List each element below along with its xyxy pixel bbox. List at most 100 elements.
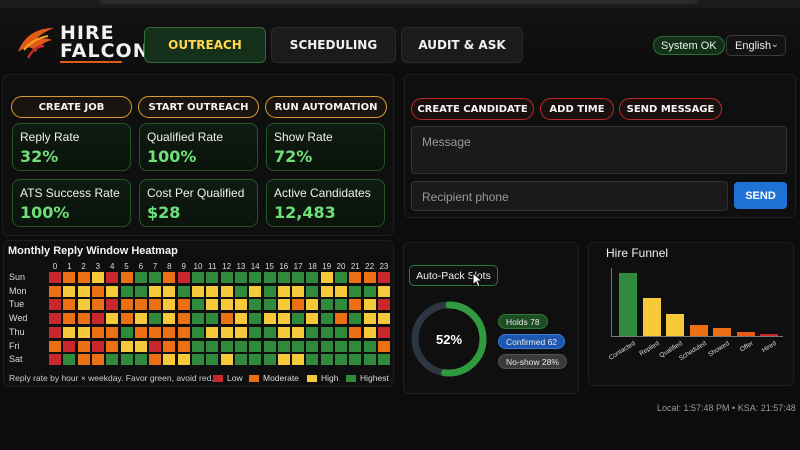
heatmap-cell[interactable] (292, 272, 305, 283)
heatmap-cell[interactable] (306, 299, 319, 311)
heatmap-cell[interactable] (363, 272, 376, 283)
heatmap-cell[interactable] (120, 354, 133, 366)
heatmap-cell[interactable] (77, 299, 90, 311)
heatmap-cell[interactable] (363, 313, 376, 325)
heatmap-cell[interactable] (377, 285, 390, 297)
heatmap-cell[interactable] (149, 313, 162, 325)
heatmap-cell[interactable] (134, 285, 147, 297)
heatmap-cell[interactable] (63, 272, 76, 283)
heatmap-cell[interactable] (320, 299, 333, 311)
heatmap-cell[interactable] (263, 326, 276, 338)
tab-scheduling[interactable]: SCHEDULING (271, 27, 396, 63)
heatmap-cell[interactable] (292, 313, 305, 325)
heatmap-cell[interactable] (263, 340, 276, 352)
heatmap-cell[interactable] (149, 299, 162, 311)
heatmap-cell[interactable] (177, 326, 190, 338)
tab-audit-ask[interactable]: AUDIT & ASK (401, 27, 523, 63)
heatmap-cell[interactable] (134, 299, 147, 311)
heatmap-cell[interactable] (192, 354, 204, 366)
heatmap-cell[interactable] (306, 354, 319, 366)
heatmap-cell[interactable] (49, 299, 61, 311)
heatmap-cell[interactable] (292, 299, 305, 311)
heatmap-cell[interactable] (234, 326, 247, 338)
heatmap-cell[interactable] (335, 354, 347, 366)
heatmap-cell[interactable] (277, 313, 290, 325)
heatmap-cell[interactable] (163, 326, 176, 338)
heatmap-cell[interactable] (220, 299, 233, 311)
heatmap-cell[interactable] (77, 272, 90, 283)
heatmap-cell[interactable] (63, 340, 76, 352)
heatmap-cell[interactable] (77, 326, 90, 338)
heatmap-cell[interactable] (134, 340, 147, 352)
heatmap-cell[interactable] (206, 272, 219, 283)
language-select[interactable]: English ⌄ (726, 35, 786, 56)
heatmap-cell[interactable] (106, 313, 119, 325)
heatmap-cell[interactable] (177, 354, 190, 366)
heatmap-cell[interactable] (277, 285, 290, 297)
heatmap-cell[interactable] (91, 272, 104, 283)
heatmap-cell[interactable] (91, 285, 104, 297)
heatmap-cell[interactable] (149, 354, 162, 366)
heatmap-cell[interactable] (263, 299, 276, 311)
heatmap-cell[interactable] (91, 326, 104, 338)
heatmap-cell[interactable] (177, 299, 190, 311)
heatmap-cell[interactable] (91, 299, 104, 311)
heatmap-cell[interactable] (77, 340, 90, 352)
heatmap-cell[interactable] (220, 285, 233, 297)
heatmap-cell[interactable] (277, 340, 290, 352)
heatmap-cell[interactable] (177, 340, 190, 352)
heatmap-cell[interactable] (149, 272, 162, 283)
heatmap-cell[interactable] (192, 272, 204, 283)
heatmap-cell[interactable] (335, 313, 347, 325)
heatmap-cell[interactable] (234, 340, 247, 352)
heatmap-cell[interactable] (377, 299, 390, 311)
heatmap-cell[interactable] (106, 285, 119, 297)
heatmap-cell[interactable] (63, 285, 76, 297)
heatmap-cell[interactable] (363, 326, 376, 338)
heatmap-cell[interactable] (320, 272, 333, 283)
heatmap-cell[interactable] (263, 285, 276, 297)
heatmap-cell[interactable] (192, 326, 204, 338)
heatmap-cell[interactable] (249, 313, 262, 325)
brand-logo[interactable]: HIRE FALCON (14, 22, 149, 68)
heatmap-cell[interactable] (91, 354, 104, 366)
heatmap-cell[interactable] (134, 354, 147, 366)
heatmap-cell[interactable] (91, 340, 104, 352)
heatmap-cell[interactable] (234, 285, 247, 297)
heatmap-cell[interactable] (192, 313, 204, 325)
heatmap-cell[interactable] (206, 285, 219, 297)
heatmap-cell[interactable] (49, 354, 61, 366)
heatmap-cell[interactable] (349, 299, 362, 311)
heatmap-cell[interactable] (306, 285, 319, 297)
heatmap-cell[interactable] (320, 340, 333, 352)
heatmap-cell[interactable] (63, 299, 76, 311)
heatmap-cell[interactable] (377, 313, 390, 325)
heatmap-cell[interactable] (363, 299, 376, 311)
address-bar[interactable] (98, 0, 698, 4)
heatmap-cell[interactable] (120, 313, 133, 325)
heatmap-cell[interactable] (120, 299, 133, 311)
heatmap-cell[interactable] (163, 272, 176, 283)
heatmap-cell[interactable] (234, 272, 247, 283)
heatmap-cell[interactable] (249, 299, 262, 311)
heatmap-cell[interactable] (349, 340, 362, 352)
heatmap-cell[interactable] (277, 326, 290, 338)
heatmap-cell[interactable] (63, 326, 76, 338)
heatmap-cell[interactable] (120, 340, 133, 352)
heatmap-cell[interactable] (149, 326, 162, 338)
heatmap-cell[interactable] (192, 340, 204, 352)
heatmap-cell[interactable] (335, 272, 347, 283)
send-button[interactable]: SEND (734, 182, 787, 209)
heatmap-cell[interactable] (134, 326, 147, 338)
send-message-button[interactable]: SEND MESSAGE (619, 98, 722, 120)
heatmap-cell[interactable] (249, 340, 262, 352)
heatmap-cell[interactable] (349, 354, 362, 366)
heatmap-cell[interactable] (249, 272, 262, 283)
heatmap-cell[interactable] (49, 340, 61, 352)
heatmap-cell[interactable] (349, 313, 362, 325)
heatmap-cell[interactable] (163, 340, 176, 352)
heatmap-cell[interactable] (49, 313, 61, 325)
heatmap-cell[interactable] (363, 354, 376, 366)
heatmap-cell[interactable] (106, 354, 119, 366)
heatmap-cell[interactable] (49, 326, 61, 338)
